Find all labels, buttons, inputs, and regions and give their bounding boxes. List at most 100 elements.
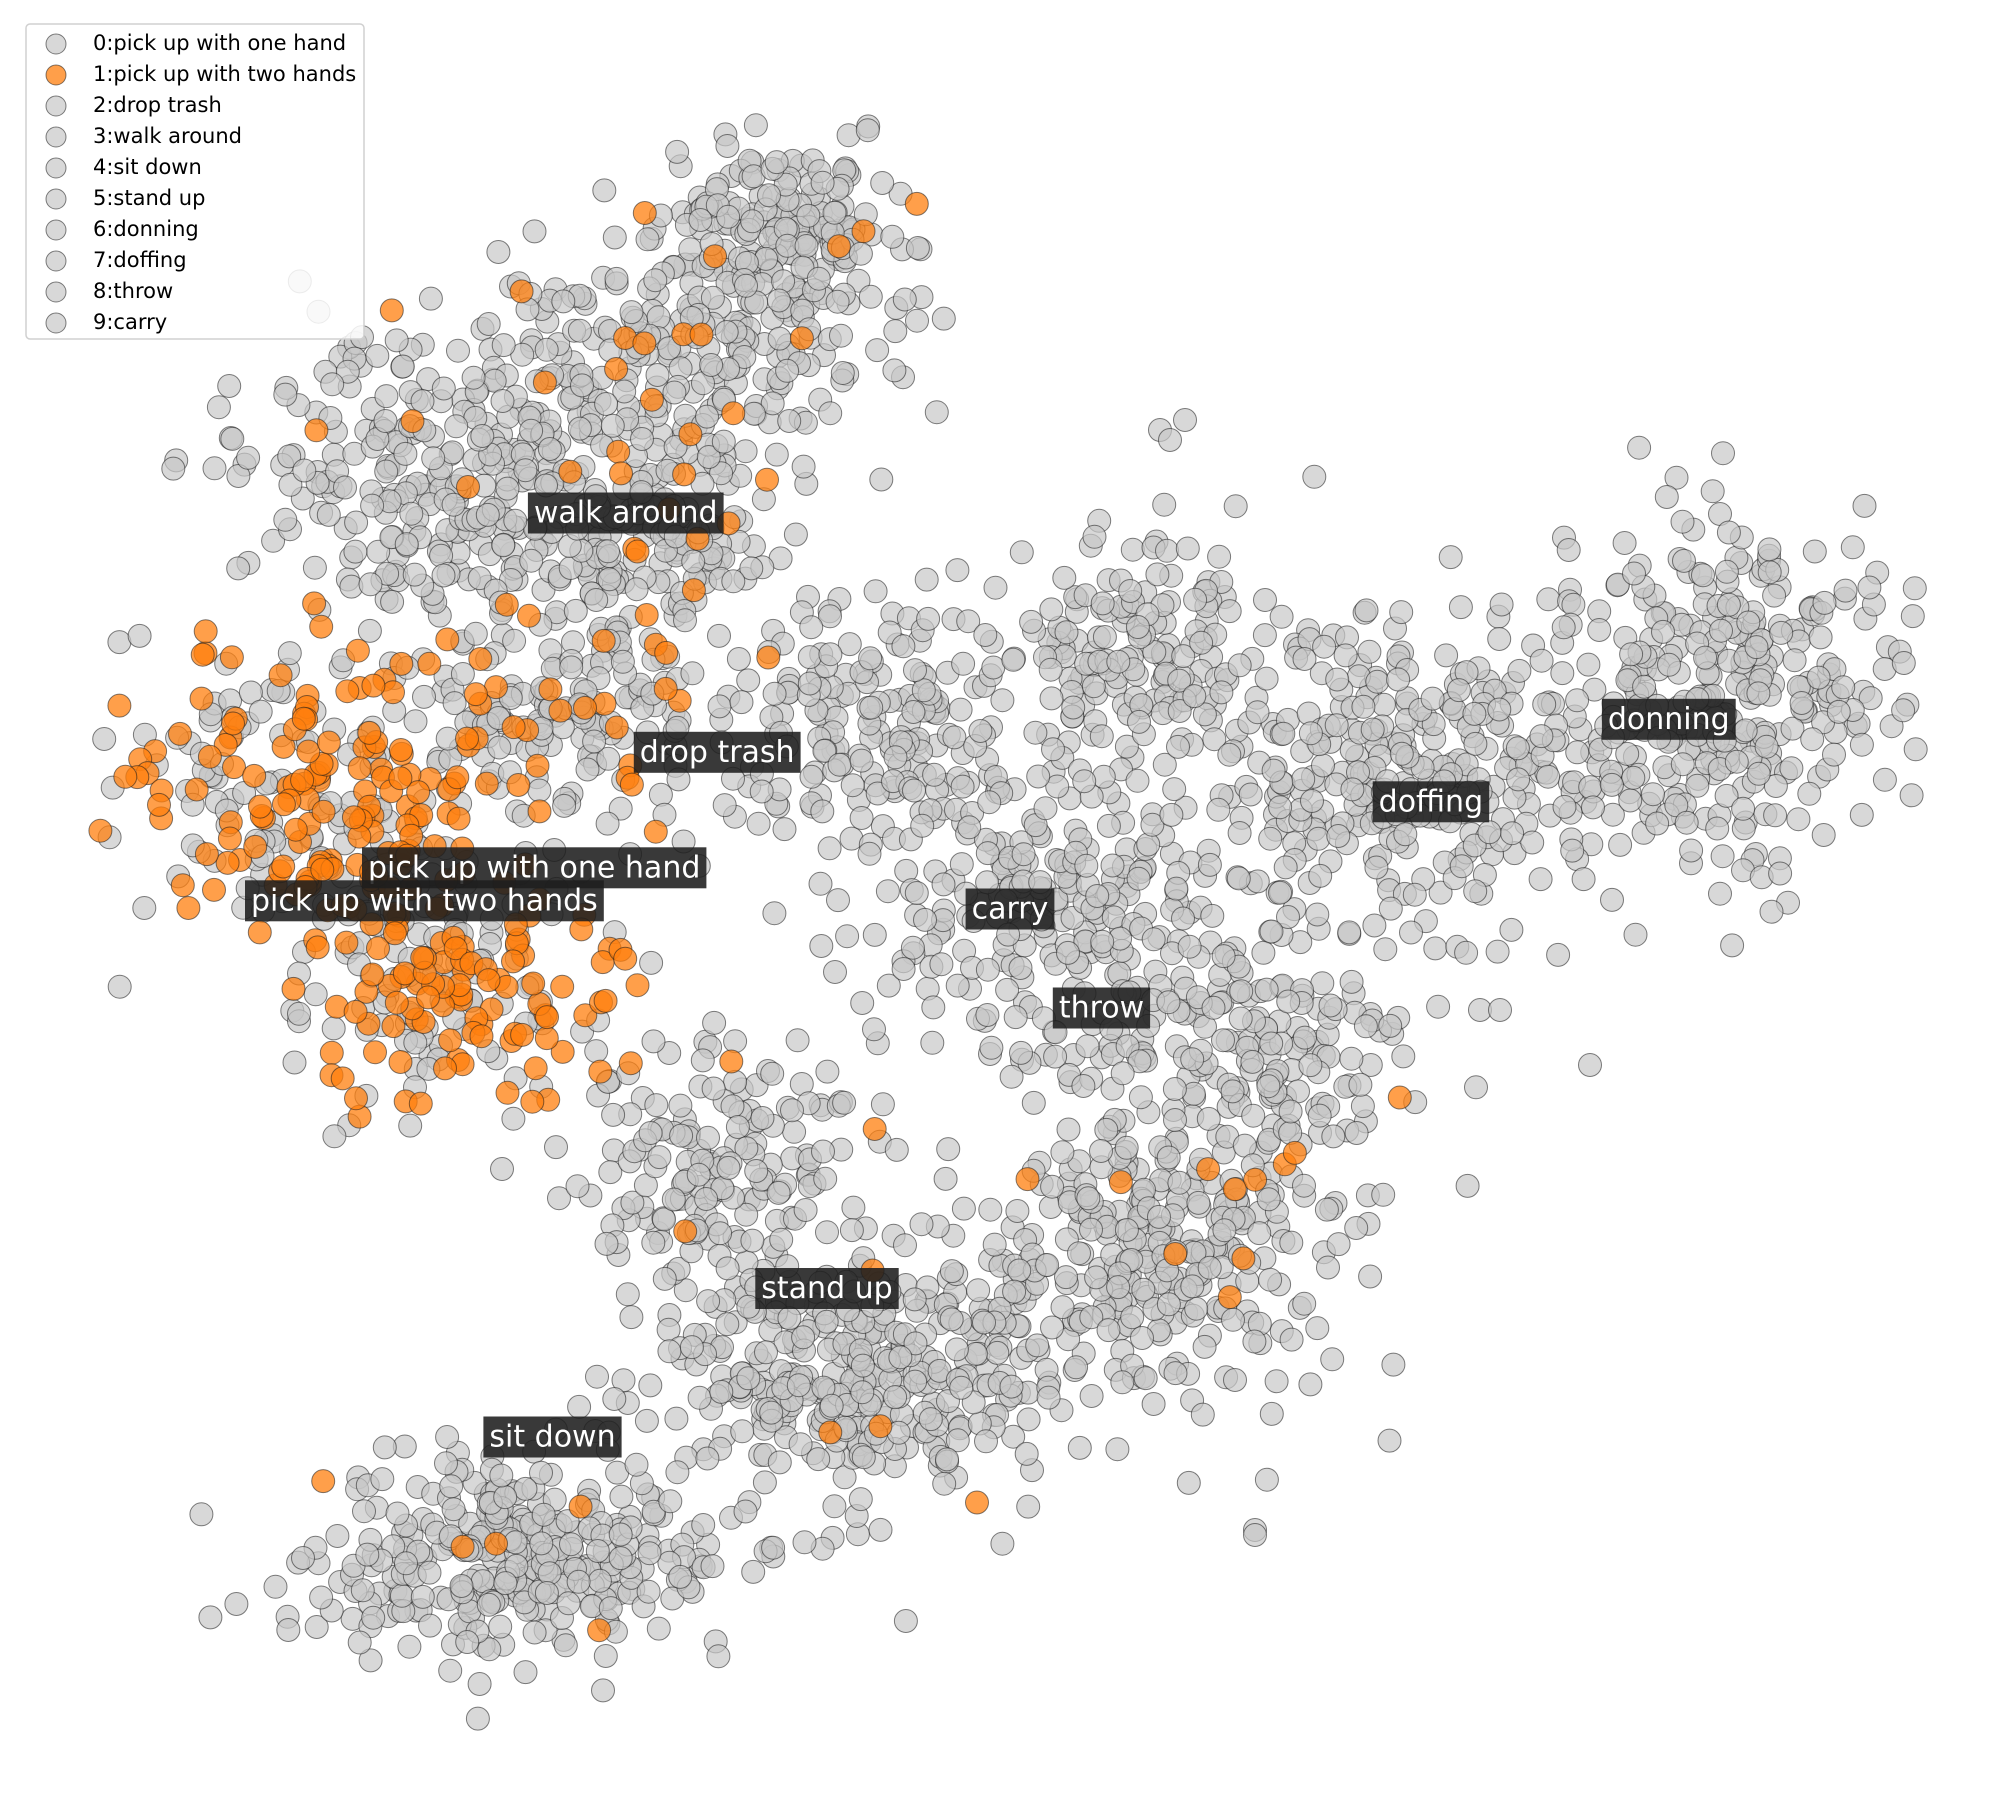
data-point-class-1 [268,663,293,688]
data-point-other [303,982,328,1007]
data-point-other [862,922,887,947]
legend-label: 9:carry [93,310,167,334]
data-point-other [1348,1072,1373,1097]
data-point-other [1710,844,1735,869]
data-point-other [475,502,500,527]
data-point-other [1532,692,1557,717]
data-point-class-1 [242,763,267,788]
data-point-other [1268,795,1293,820]
data-point-other [350,1578,375,1603]
data-point-other [1041,737,1065,762]
data-point-class-1 [379,298,404,323]
data-point-other [449,1574,474,1598]
data-point-other [1529,648,1554,673]
data-point-class-1 [468,647,493,671]
data-point-other [320,372,345,397]
data-point-other [939,1307,964,1332]
data-point-class-1 [400,409,425,434]
cluster-label: throw [1052,987,1151,1029]
data-point-other [1487,697,1512,722]
data-point-class-1 [588,1059,613,1084]
data-point-other [979,1035,1004,1060]
data-point-other [1672,548,1696,573]
data-point-class-1 [756,645,781,670]
data-point-other [189,1502,214,1527]
data-point-other [450,662,475,686]
data-point-other [799,764,824,789]
data-point-other [1114,1218,1139,1242]
data-point-other [1258,826,1283,851]
data-point-other [1114,734,1139,759]
data-point-other [1371,1182,1396,1207]
data-point-other [1358,1264,1383,1289]
data-point-other [410,389,435,414]
data-point-class-1 [463,682,488,707]
data-point-other [1114,1135,1139,1160]
data-point-class-1 [521,971,546,996]
data-point-other [1670,752,1695,777]
data-point-other [815,1059,840,1084]
data-point-other [1242,1329,1267,1354]
data-point-other [1247,1221,1272,1246]
data-point-other [1043,1044,1068,1069]
data-point-other [1449,854,1474,879]
data-point-other [1192,702,1217,727]
data-point-other [1849,732,1874,757]
data-point-class-1 [618,1051,643,1076]
data-point-other [92,727,117,751]
data-point-class-1 [202,877,226,902]
data-point-class-1 [643,819,668,844]
cluster-label: pick up with two hands [245,880,604,922]
data-point-class-1 [534,1026,559,1051]
data-point-other [206,395,231,420]
data-point-other [975,841,1000,866]
data-point-other [721,569,746,594]
data-point-other [999,1064,1024,1089]
data-point-other [1171,906,1195,931]
data-point-other [1344,1216,1369,1240]
data-point-other [1039,597,1064,622]
data-point-other [1693,645,1718,670]
data-point-class-1 [389,651,414,676]
data-point-other [567,416,592,441]
data-point-other [948,697,973,722]
data-point-other [444,414,469,439]
data-point-other [839,1218,864,1243]
data-point-other [1259,919,1284,944]
data-point-other [855,118,880,143]
data-point-other [1325,667,1350,692]
data-point-other [1023,720,1048,745]
data-point-other [1310,971,1335,996]
data-point-other [1520,830,1545,855]
data-point-other [990,688,1015,713]
data-point-class-1 [1282,1140,1307,1165]
data-point-other [661,1187,686,1212]
data-point-class-1 [363,1040,387,1065]
data-point-other [394,1551,418,1576]
data-point-other [357,618,382,643]
data-point-other [390,354,415,379]
data-point-other [1241,1103,1266,1128]
data-point-other [161,456,186,481]
data-point-class-1 [446,806,471,831]
data-point-other [876,973,901,998]
data-point-other [759,1400,784,1425]
data-point-other [818,604,842,629]
data-point-other [788,1432,813,1457]
data-point-other [662,380,687,405]
data-point-class-1 [527,799,552,824]
data-point-other [1089,1139,1113,1163]
data-point-other [594,1231,619,1256]
data-point-class-1 [113,764,138,789]
data-point-other [1252,623,1277,648]
data-point-other [1691,563,1715,588]
data-point-other [435,1425,460,1449]
data-point-other [741,1559,766,1584]
data-point-other [652,1266,677,1291]
data-point-other [740,209,765,234]
data-point-other [1176,1470,1201,1495]
data-point-other [1092,625,1117,649]
data-point-other [990,1531,1015,1556]
data-point-other [1357,639,1382,664]
data-point-other [1344,1121,1369,1145]
